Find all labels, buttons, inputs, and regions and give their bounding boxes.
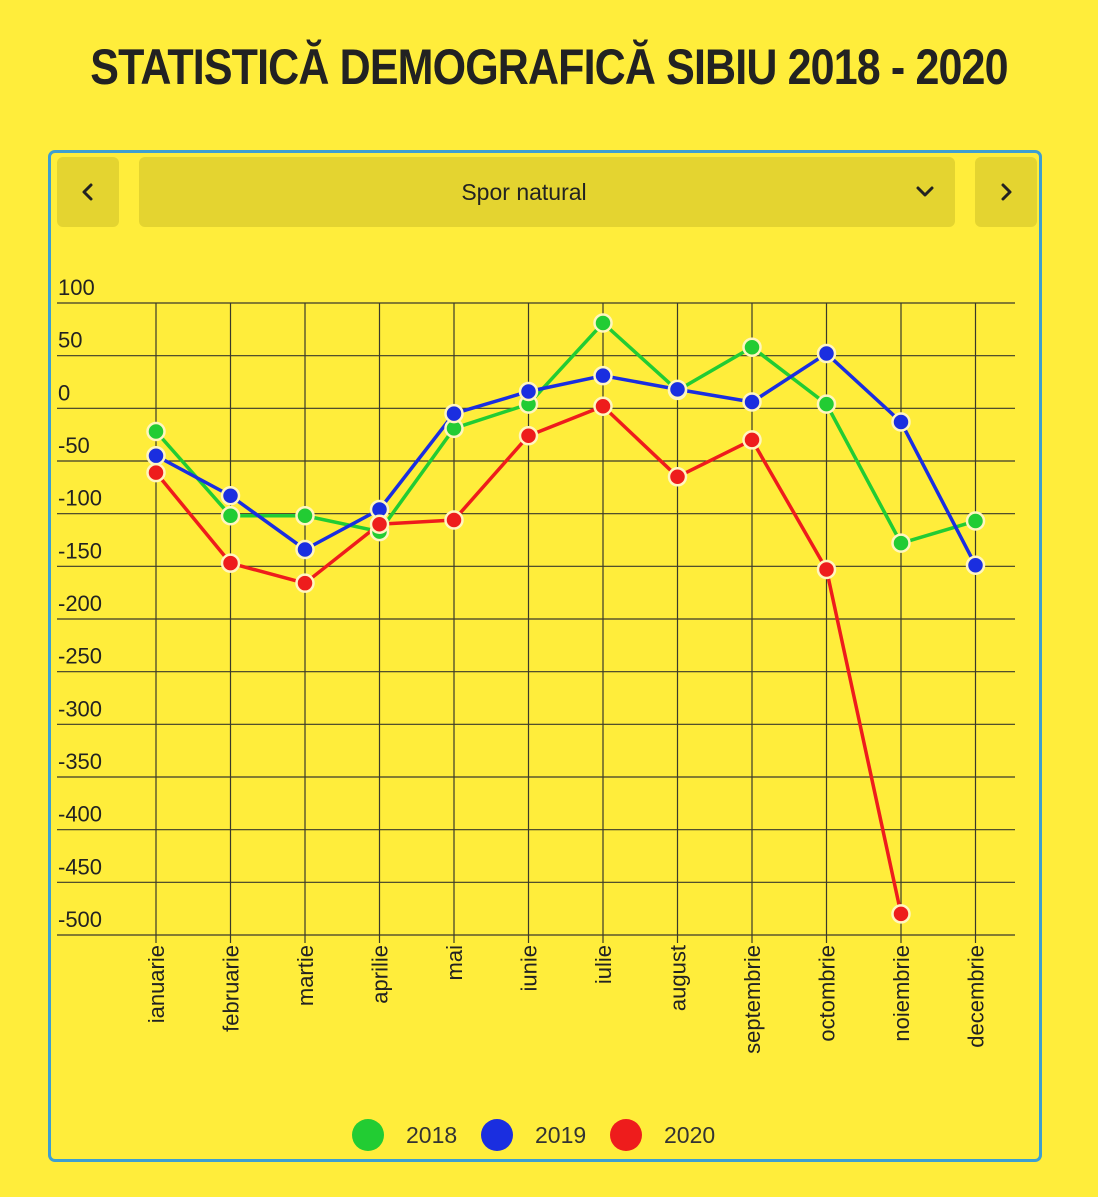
page-title: STATISTICĂ DEMOGRAFICĂ SIBIU 2018 - 2020 <box>90 39 1008 95</box>
y-tick-label: 50 <box>58 328 82 353</box>
x-tick-label: octombrie <box>815 945 840 1042</box>
x-tick-label: septembrie <box>740 945 765 1054</box>
next-button[interactable] <box>975 157 1037 227</box>
y-tick-label: -200 <box>58 591 102 616</box>
data-point-2018 <box>220 506 241 526</box>
data-point-2019 <box>742 392 762 412</box>
x-tick-label: iulie <box>591 945 616 984</box>
x-tick-label: februarie <box>219 945 244 1032</box>
y-tick-label: 100 <box>58 275 95 300</box>
data-point-2020 <box>295 573 315 593</box>
legend-swatch <box>352 1119 384 1151</box>
chart-panel <box>48 150 1042 1162</box>
series-line-2018 <box>154 321 978 545</box>
x-tick-label: noiembrie <box>889 945 914 1042</box>
data-point-2020 <box>742 430 762 450</box>
y-tick-label: -400 <box>58 802 102 827</box>
x-tick-label: mai <box>442 945 467 980</box>
legend-item-2019[interactable]: 2019 <box>481 1117 586 1153</box>
y-tick-label: -150 <box>58 538 102 563</box>
x-tick-label: decembrie <box>964 945 989 1048</box>
data-point-2018 <box>742 337 762 357</box>
data-point-2019 <box>146 445 166 466</box>
x-tick-label: ianuarie <box>144 945 169 1023</box>
indicator-select-value: Spor natural <box>461 179 587 205</box>
data-point-2020 <box>891 904 911 924</box>
y-tick-label: -50 <box>58 433 90 458</box>
data-point-2018 <box>146 421 166 442</box>
data-point-2020 <box>518 425 539 446</box>
y-tick-label: -100 <box>58 486 102 511</box>
legend-label: 2020 <box>664 1121 716 1148</box>
x-tick-label: aprilie <box>368 945 393 1004</box>
y-tick-label: -450 <box>58 854 102 879</box>
data-point-2020 <box>593 396 613 416</box>
data-point-2018 <box>965 511 986 531</box>
data-point-2020 <box>816 559 837 580</box>
data-point-2019 <box>667 379 688 400</box>
data-point-2018 <box>593 313 613 333</box>
data-point-2019 <box>891 412 911 432</box>
data-point-2020 <box>369 514 390 534</box>
y-tick-label: 0 <box>58 380 70 405</box>
chevron-left-icon <box>82 183 93 201</box>
data-point-2019 <box>444 403 464 424</box>
x-tick-label: iunie <box>517 945 542 991</box>
data-point-2018 <box>295 506 315 526</box>
y-tick-label: -350 <box>58 749 102 774</box>
data-point-2019 <box>816 343 837 364</box>
data-point-2019 <box>295 539 315 560</box>
legend-label: 2019 <box>535 1121 587 1148</box>
y-tick-label: -500 <box>58 907 102 932</box>
x-tick-label: august <box>666 945 691 1011</box>
data-point-2020 <box>444 510 464 530</box>
chevron-down-icon <box>916 186 934 197</box>
series-line-2019 <box>154 351 978 568</box>
prev-button[interactable] <box>57 157 119 227</box>
y-tick-label: -250 <box>58 644 102 669</box>
legend-label: 2018 <box>406 1121 458 1148</box>
y-tick-label: -300 <box>58 696 102 721</box>
legend-item-2018[interactable]: 2018 <box>352 1117 457 1153</box>
data-point-2020 <box>667 467 688 487</box>
legend-item-2020[interactable]: 2020 <box>610 1117 715 1153</box>
data-point-2019 <box>965 555 986 576</box>
data-point-2020 <box>146 462 166 483</box>
x-tick-label: martie <box>293 945 318 1006</box>
data-point-2019 <box>593 365 613 386</box>
legend-swatch <box>610 1119 642 1151</box>
legend-swatch <box>481 1119 513 1151</box>
data-point-2018 <box>891 533 911 553</box>
indicator-select[interactable]: Spor natural <box>139 157 955 227</box>
data-point-2020 <box>220 553 241 573</box>
data-point-2018 <box>816 394 837 414</box>
data-point-2019 <box>220 486 241 506</box>
chevron-right-icon <box>1001 183 1012 201</box>
data-point-2019 <box>518 381 539 402</box>
chart-legend: 2018 2019 2020 <box>0 1117 1098 1153</box>
